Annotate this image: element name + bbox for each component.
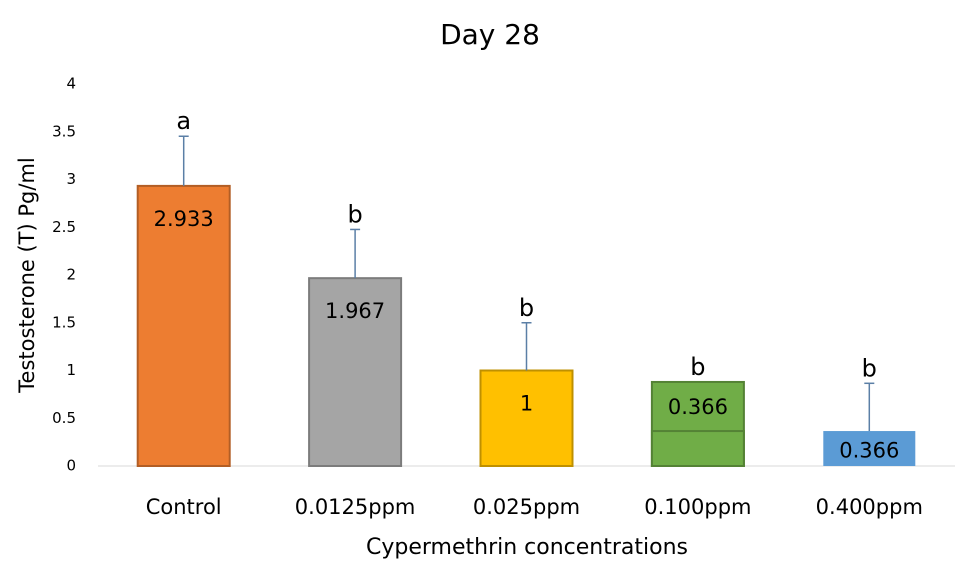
x-tick-label: 0.400ppm: [816, 495, 923, 519]
significance-letter: b: [690, 353, 705, 381]
bar: [136, 184, 231, 467]
x-axis-title: Cypermethrin concentrations: [366, 535, 688, 560]
y-axis-title: Testosterone (T) Pg/ml: [15, 157, 39, 393]
y-tick-label: 0.5: [52, 409, 76, 427]
value-label: 1.967: [325, 299, 385, 323]
chart-title: Day 28: [440, 18, 540, 51]
value-label: 0.366: [668, 395, 728, 419]
y-tick-label: 4: [66, 75, 76, 93]
value-label: 1: [520, 392, 533, 416]
value-label: 0.366: [839, 439, 899, 463]
bar: [650, 430, 745, 467]
y-tick-label: 1: [66, 361, 76, 379]
y-tick-label: 1.5: [52, 313, 76, 331]
y-tick-label: 3.5: [52, 122, 76, 140]
y-tick-label: 2: [66, 266, 76, 284]
bar: [823, 431, 916, 466]
significance-letter: b: [347, 200, 362, 228]
bar: [479, 369, 574, 467]
significance-letter: b: [862, 354, 877, 382]
significance-letter: b: [519, 294, 534, 322]
y-tick-label: 0: [66, 457, 76, 475]
value-label: 2.933: [154, 207, 214, 231]
x-tick-label: 0.100ppm: [644, 495, 751, 519]
x-tick-label: 0.025ppm: [473, 495, 580, 519]
y-tick-label: 2.5: [52, 218, 76, 236]
significance-letter: a: [176, 107, 191, 135]
y-tick-label: 3: [66, 170, 76, 188]
x-tick-label: Control: [146, 495, 222, 519]
x-tick-label: 0.0125ppm: [295, 495, 416, 519]
